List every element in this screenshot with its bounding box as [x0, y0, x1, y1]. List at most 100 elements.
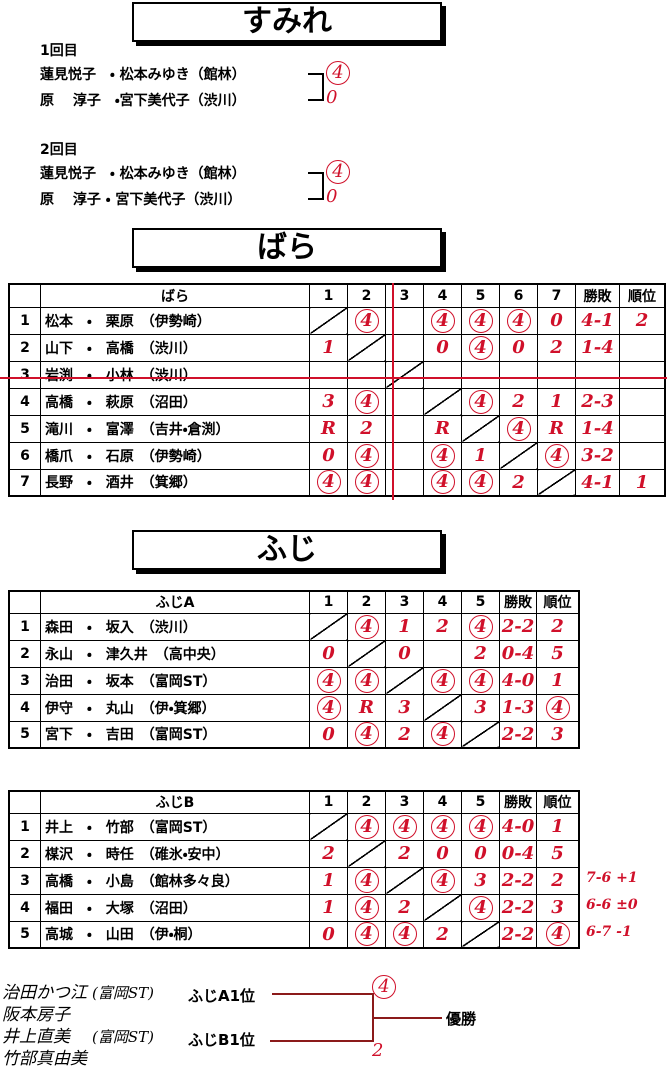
score-cell: 4 — [423, 441, 462, 470]
score-cell: 0 — [309, 920, 348, 949]
score-table: ばら 1 2 3 4 5 6 7 勝敗 順位 1 松本 ・ 栗原 （伊勢崎） 4 4 4 4 0 4-1 2 2 山下 … — [8, 283, 666, 497]
section-title: すみれ — [132, 2, 442, 42]
score: 4 — [430, 722, 455, 747]
score: 0 — [322, 445, 335, 466]
team-name: 岩渕 ・ 小林 （渋川） — [40, 360, 310, 389]
rank-cell — [619, 441, 666, 470]
score: 2 — [474, 643, 487, 664]
record-cell: 2-2 — [499, 866, 537, 895]
score-cell: R — [309, 414, 348, 443]
score: 4 — [392, 922, 417, 947]
score: 0 — [322, 723, 335, 745]
note: 6-6 ±0 — [586, 896, 638, 913]
team-name: 森田 ・ 坂入 （渋川） — [40, 612, 310, 641]
score: 0 — [398, 643, 411, 664]
score: 0 — [322, 923, 335, 945]
score: 2 — [398, 723, 411, 745]
score-cell: 0 — [309, 441, 348, 470]
score: 3 — [474, 697, 487, 718]
score-cell — [461, 414, 500, 443]
score-cell: 1 — [385, 612, 424, 641]
round-label: 1回目 — [40, 43, 78, 59]
player-name: 井上直美 — [2, 1027, 70, 1047]
score: 2 — [512, 471, 525, 493]
score-cell: 4 — [347, 720, 386, 749]
team-name: 伊守 ・ 丸山 （伊・箕郷） — [40, 693, 310, 722]
score-cell — [309, 306, 348, 335]
score-cell — [537, 360, 576, 389]
pair-name: 原 淳子 ・宮下美代子（渋川） — [40, 93, 246, 109]
header-cell: 4 — [423, 590, 462, 614]
header-cell — [8, 590, 41, 614]
rank-cell — [619, 414, 666, 443]
score: 5 — [551, 643, 564, 664]
score: 2-2 — [501, 923, 535, 945]
score-cell — [423, 693, 462, 722]
section-title: ばら — [132, 228, 442, 268]
team-name: 滝川 ・ 富澤 （吉井・倉渕） — [40, 414, 310, 443]
score-cell: 2 — [385, 720, 424, 749]
score: 4 — [326, 160, 350, 184]
player-name: 阪本房子 — [2, 1005, 70, 1025]
score: 4 — [326, 61, 350, 85]
score: 1 — [322, 870, 335, 891]
score-cell: 4 — [423, 666, 462, 695]
score: 4 — [506, 308, 531, 333]
team-name: 橋爪 ・ 石原 （伊勢崎） — [40, 441, 310, 470]
score-cell: 3 — [461, 866, 500, 895]
record-cell: 2-2 — [499, 920, 537, 949]
score-cell: 4 — [423, 812, 462, 841]
score-cell — [347, 639, 386, 668]
rank-cell — [619, 387, 666, 416]
score-cell: 4 — [461, 612, 500, 641]
score-cell: 2 — [309, 839, 348, 868]
score-cell: 0 — [309, 720, 348, 749]
score-cell: R — [423, 414, 462, 443]
score: 2 — [436, 616, 449, 637]
team-name: 山下 ・ 高橋 （渋川） — [40, 333, 310, 362]
record-cell: 3-2 — [575, 441, 620, 470]
header-cell: 2 — [347, 590, 386, 614]
score: 2-2 — [501, 616, 535, 637]
score-cell: 4 — [309, 666, 348, 695]
header-cell: ばら — [40, 283, 310, 308]
score-cell: 4 — [461, 468, 500, 497]
row-number: 2 — [8, 839, 41, 868]
seed: ふじB1位 — [188, 1031, 255, 1049]
team-row: 5 高城 ・ 山田 （伊・桐） 0 4 4 2 2-2 4 6-7 -1 — [8, 920, 632, 949]
score-cell: 4 — [461, 387, 500, 416]
team-name: 長野 ・ 酒井 （箕郷） — [40, 468, 310, 497]
score: 4 — [545, 922, 570, 947]
team-row: 2 山下 ・ 高橋 （渋川） 1 0 4 0 2 1-4 — [8, 333, 666, 362]
score-cell: 4 — [499, 414, 538, 443]
score: 4 — [430, 308, 455, 333]
score-cell: 2 — [347, 414, 386, 443]
score: 2 — [635, 310, 649, 331]
record-cell: 4-0 — [499, 812, 537, 841]
score: 0 — [550, 310, 563, 331]
team-row: 1 松本 ・ 栗原 （伊勢崎） 4 4 4 4 0 4-1 2 — [8, 306, 666, 335]
bracket — [308, 73, 324, 75]
row-number: 5 — [8, 414, 41, 443]
score: 2-2 — [501, 723, 535, 745]
score-cell — [385, 866, 424, 895]
score: 4-0 — [501, 670, 535, 691]
score: 4 — [354, 868, 379, 893]
score: R — [321, 418, 336, 439]
strike-line — [0, 377, 667, 379]
score: 4 — [354, 308, 379, 333]
score-cell — [347, 360, 386, 389]
score: 4 — [430, 814, 455, 839]
score-cell: 1 — [309, 866, 348, 895]
header-cell: 4 — [423, 283, 462, 308]
score-cell: 3 — [461, 693, 500, 722]
score: 4 — [468, 668, 493, 693]
score: 4 — [544, 443, 569, 468]
score-cell: 2 — [499, 468, 538, 497]
bracket — [308, 198, 324, 200]
score-cell: 4 — [347, 920, 386, 949]
pair-name: 原 淳子 ・ 宮下美代子（渋川） — [40, 192, 242, 208]
score: 4 — [372, 975, 396, 999]
score-cell: 1 — [309, 333, 348, 362]
score: 5 — [551, 843, 564, 864]
